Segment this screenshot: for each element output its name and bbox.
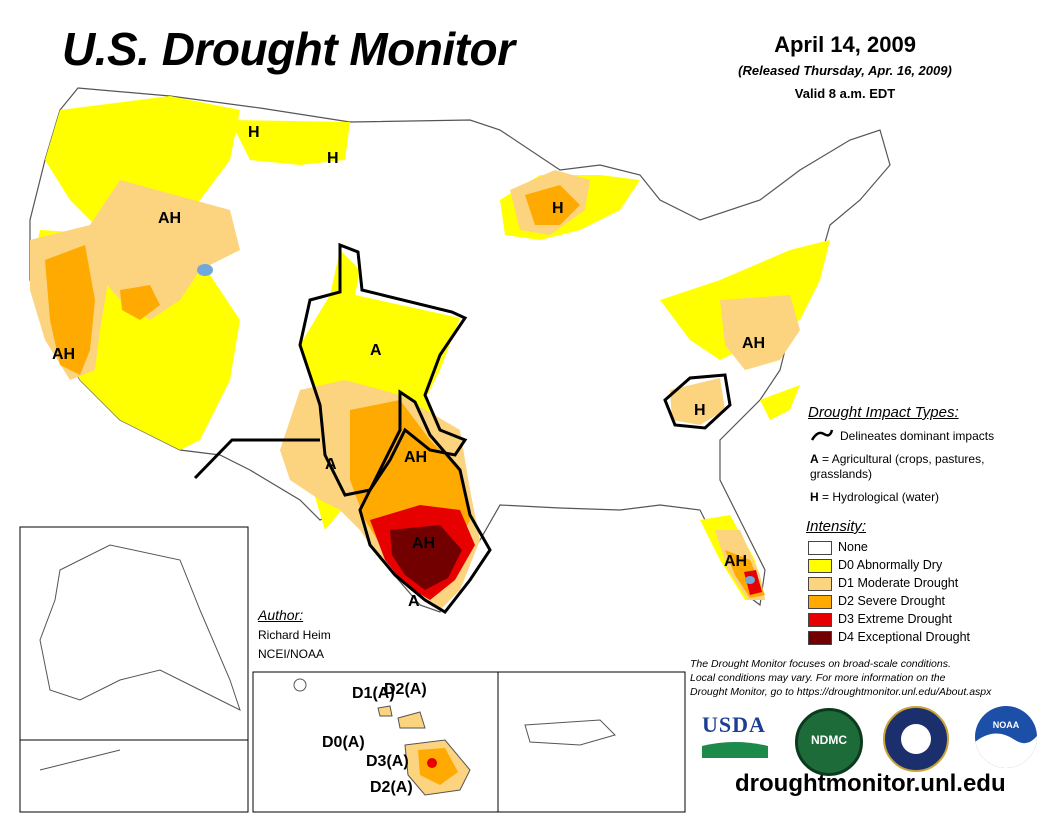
texas-boundary — [358, 389, 492, 614]
site-url[interactable]: droughtmonitor.unl.edu — [735, 770, 1006, 797]
d2-great-basin — [120, 285, 160, 320]
d1-carolina — [670, 378, 725, 425]
footer-note-line2: Local conditions may vary. For more info… — [690, 672, 946, 684]
impact-ag-key: A — [810, 452, 819, 466]
legend-label-d1: D1 Moderate Drought — [838, 576, 959, 590]
usda-logo: USDA — [702, 712, 768, 760]
lakes — [197, 264, 755, 584]
release-date: (Released Thursday, Apr. 16, 2009) — [738, 63, 952, 78]
great-salt-lake — [197, 264, 213, 276]
swatch-d0 — [808, 558, 832, 573]
commerce-seal-icon — [883, 706, 949, 772]
conus-outline — [29, 87, 891, 613]
label-tx-ah-south: AH — [412, 535, 435, 552]
lake-okeechobee — [745, 576, 755, 584]
label-wisconsin-h: H — [552, 200, 564, 217]
label-california-ah: AH — [52, 346, 75, 363]
label-nm-a: A — [325, 456, 337, 473]
swatch-d2 — [808, 594, 832, 609]
legend-d4: D4 Exceptional Drought — [808, 630, 970, 645]
d1-midatlantic — [720, 295, 800, 370]
noaa-logo-text: NOAA — [992, 720, 1020, 730]
impact-boundaries — [193, 242, 732, 614]
carolina-boundary — [663, 373, 732, 430]
alaska-outline — [39, 544, 241, 711]
usda-logo-text: USDA — [702, 712, 766, 737]
impact-ag-desc: = Agricultural (crops, pastures, grassla… — [810, 452, 985, 481]
label-midatlantic-ah: AH — [742, 335, 765, 352]
impact-line-desc: Delineates dominant impacts — [840, 429, 995, 443]
impact-legend-heading: Drought Impact Types: — [808, 404, 959, 421]
hawaii-label-d2-bottom: D2(A) — [370, 779, 413, 796]
d1-great-basin — [80, 180, 240, 320]
hawaii-label-d1: D1(A) — [352, 685, 395, 702]
hawaii-label-d2-top: D2(A) — [384, 681, 427, 698]
impact-ag-entry: A = Agricultural (crops, pastures, grass… — [810, 452, 1040, 482]
page-title: U.S. Drought Monitor — [62, 23, 515, 75]
footer-note-line3: Drought Monitor, go to https://droughtmo… — [690, 686, 992, 698]
ndmc-logo: NDMC — [795, 708, 863, 776]
commerce-seal-center — [901, 724, 931, 754]
footer-note-line1: The Drought Monitor focuses on broad-sca… — [690, 658, 951, 670]
aleutians — [39, 749, 121, 771]
footer-note: The Drought Monitor focuses on broad-sca… — [690, 657, 1050, 699]
d0-carolina — [760, 385, 800, 420]
swatch-d1 — [808, 576, 832, 591]
d4-texas — [390, 525, 462, 590]
legend-label-d0: D0 Abnormally Dry — [838, 558, 943, 572]
legend-d0: D0 Abnormally Dry — [808, 558, 942, 573]
hawaii-big-island-d2 — [418, 748, 458, 785]
impact-hydro-desc: = Hydrological (water) — [822, 490, 940, 504]
oahu — [377, 705, 393, 717]
label-tx-a-south: A — [408, 593, 420, 610]
impact-hydro-entry: H = Hydrological (water) — [810, 490, 939, 504]
legend-d2: D2 Severe Drought — [808, 594, 945, 609]
legend-d3: D3 Extreme Drought — [808, 612, 952, 627]
legend-label-d4: D4 Exceptional Drought — [838, 630, 971, 644]
label-nw-h2: H — [327, 150, 339, 167]
swatch-d3 — [808, 612, 832, 627]
plains-boundary — [298, 242, 468, 497]
legend-none: None — [808, 540, 868, 555]
legend-label-none: None — [838, 540, 868, 554]
usda-logo-swoosh — [702, 742, 768, 758]
label-plains-a: A — [370, 342, 382, 359]
author-name: Richard Heim — [258, 628, 331, 642]
d2-california — [45, 245, 95, 375]
label-nw-h1: H — [248, 124, 260, 141]
hawaii-inset — [252, 671, 686, 813]
author-org: NCEI/NOAA — [258, 647, 325, 661]
d2-wisconsin — [525, 185, 580, 225]
legend-label-d3: D3 Extreme Drought — [838, 612, 952, 626]
d0-montana — [230, 120, 350, 165]
ndmc-logo-text: NDMC — [811, 733, 847, 747]
label-florida-ah: AH — [724, 553, 747, 570]
hawaii-d3 — [427, 758, 437, 768]
swatch-none — [808, 540, 832, 555]
map-date: April 14, 2009 — [774, 32, 916, 57]
label-tx-ah-north: AH — [404, 449, 427, 466]
label-great-basin-ah: AH — [158, 210, 181, 227]
valid-time: Valid 8 a.m. EDT — [794, 86, 896, 101]
noaa-logo: NOAA — [975, 706, 1037, 768]
swatch-d4 — [808, 630, 832, 645]
impact-line-icon — [810, 429, 834, 441]
maui — [397, 711, 426, 729]
legend-label-d2: D2 Severe Drought — [838, 594, 946, 608]
impact-hydro-key: H — [810, 490, 819, 504]
label-carolina-h: H — [694, 402, 706, 419]
puerto-rico — [524, 719, 616, 746]
hawaii-label-d3: D3(A) — [366, 753, 409, 770]
noaa-logo-wave — [975, 733, 1037, 768]
intensity-legend-heading: Intensity: — [806, 518, 867, 535]
hawaii-label-d0: D0(A) — [322, 734, 365, 751]
alaska-inset — [19, 526, 249, 813]
legend-d1: D1 Moderate Drought — [808, 576, 958, 591]
author-heading: Author: — [258, 607, 304, 623]
nm-line — [193, 438, 320, 480]
